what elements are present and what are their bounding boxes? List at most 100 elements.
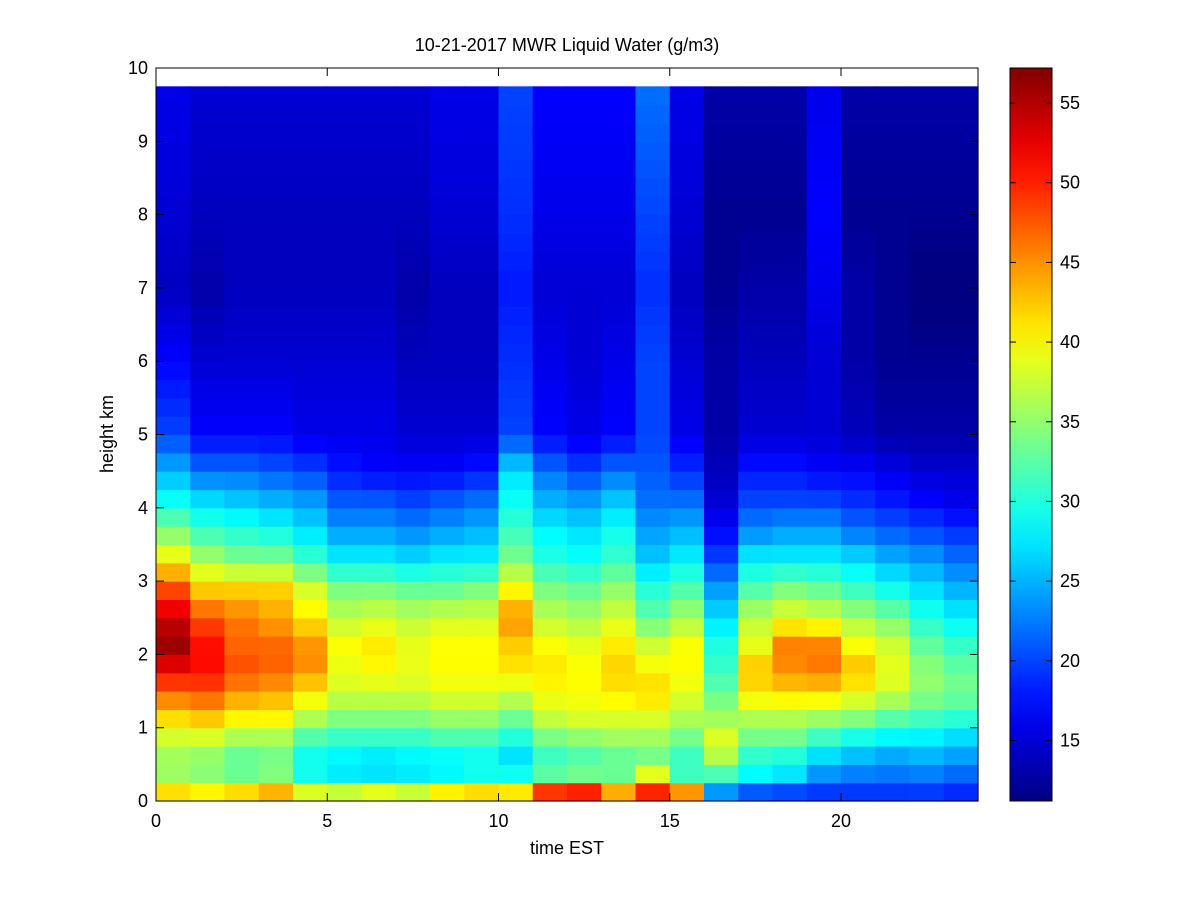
heatmap-cell: [293, 489, 328, 509]
heatmap-cell: [156, 562, 191, 582]
heatmap-cell: [772, 562, 808, 582]
heatmap-cell: [190, 159, 226, 179]
heatmap-cell: [532, 361, 568, 381]
heatmap-cell: [635, 489, 671, 509]
heatmap-cell: [156, 324, 191, 344]
heatmap-cell: [738, 782, 774, 802]
heatmap-cell: [909, 214, 945, 234]
heatmap-cell: [327, 544, 363, 564]
heatmap-cell: [567, 562, 602, 582]
heatmap-cell: [635, 471, 671, 491]
heatmap-cell: [806, 287, 842, 307]
heatmap-cell: [875, 471, 911, 491]
heatmap-cell: [875, 287, 911, 307]
heatmap-cell: [361, 764, 397, 784]
heatmap-cell: [464, 416, 500, 436]
heatmap-cell: [361, 141, 397, 161]
heatmap-cell: [909, 159, 945, 179]
heatmap-cell: [841, 507, 876, 527]
heatmap-cell: [669, 599, 705, 619]
heatmap-cell: [224, 709, 260, 729]
heatmap-cell: [190, 232, 226, 252]
heatmap-cell: [532, 617, 568, 637]
heatmap-cell: [156, 397, 191, 417]
heatmap-cell: [567, 379, 602, 399]
heatmap-cell: [635, 764, 671, 784]
heatmap-cell: [635, 526, 671, 546]
heatmap-cell: [293, 159, 328, 179]
heatmap-cell: [601, 544, 637, 564]
heatmap-cell: [156, 727, 191, 747]
heatmap-cell: [601, 232, 637, 252]
heatmap-cell: [841, 727, 876, 747]
y-tick-label: 9: [138, 131, 148, 151]
heatmap-cell: [395, 324, 431, 344]
heatmap-cell: [498, 122, 534, 142]
heatmap-cell: [361, 654, 397, 674]
heatmap-cell: [498, 507, 534, 527]
heatmap-cell: [738, 379, 774, 399]
heatmap-cell: [156, 617, 191, 637]
heatmap-cell: [806, 269, 842, 289]
heatmap-cell: [395, 342, 431, 362]
heatmap-cell: [909, 544, 945, 564]
heatmap-cell: [909, 306, 945, 326]
heatmap-cell: [258, 691, 294, 710]
heatmap-cell: [772, 581, 808, 601]
heatmap-cell: [532, 489, 568, 509]
heatmap-cell: [293, 709, 328, 729]
heatmap-cell: [293, 306, 328, 326]
heatmap-cell: [943, 141, 979, 161]
heatmap-cell: [909, 672, 945, 692]
heatmap-cell: [327, 86, 363, 106]
heatmap-cell: [635, 727, 671, 747]
heatmap-cell: [361, 251, 397, 271]
heatmap-cell: [738, 287, 774, 307]
heatmap-cell: [875, 416, 911, 436]
heatmap-cell: [875, 361, 911, 381]
heatmap-cell: [704, 782, 739, 802]
heatmap-cell: [190, 526, 226, 546]
heatmap-cell: [532, 672, 568, 692]
heatmap-cell: [293, 434, 328, 454]
heatmap-cell: [601, 177, 637, 197]
heatmap-cell: [943, 581, 979, 601]
colorbar-tick-label: 55: [1060, 93, 1080, 113]
heatmap-cell: [669, 104, 705, 124]
heatmap-cell: [567, 269, 602, 289]
heatmap-cell: [293, 599, 328, 619]
heatmap-cell: [875, 489, 911, 509]
heatmap-cell: [567, 727, 602, 747]
heatmap-cell: [224, 122, 260, 142]
heatmap-cell: [772, 617, 808, 637]
heatmap-cell: [601, 709, 637, 729]
heatmap-cell: [156, 214, 191, 234]
heatmap-cell: [156, 177, 191, 197]
heatmap-cell: [293, 416, 328, 436]
heatmap-cell: [327, 672, 363, 692]
heatmap-cell: [875, 122, 911, 142]
heatmap-cell: [361, 324, 397, 344]
heatmap-cell: [704, 104, 739, 124]
heatmap-cell: [704, 379, 739, 399]
heatmap-cell: [532, 287, 568, 307]
heatmap-cell: [704, 397, 739, 417]
heatmap-cell: [704, 86, 739, 106]
heatmap-cell: [293, 324, 328, 344]
heatmap-cell: [567, 306, 602, 326]
heatmap-cell: [841, 489, 876, 509]
heatmap-cell: [464, 379, 500, 399]
heatmap-cell: [395, 544, 431, 564]
heatmap-cell: [841, 691, 876, 710]
heatmap-cell: [567, 581, 602, 601]
heatmap-cell: [258, 232, 294, 252]
heatmap-cell: [669, 672, 705, 692]
heatmap-cell: [498, 177, 534, 197]
heatmap-cell: [464, 361, 500, 381]
heatmap-cell: [464, 122, 500, 142]
heatmap-cell: [156, 269, 191, 289]
heatmap-cell: [943, 727, 979, 747]
heatmap-cell: [498, 727, 534, 747]
heatmap-cell: [806, 379, 842, 399]
heatmap-cell: [532, 654, 568, 674]
